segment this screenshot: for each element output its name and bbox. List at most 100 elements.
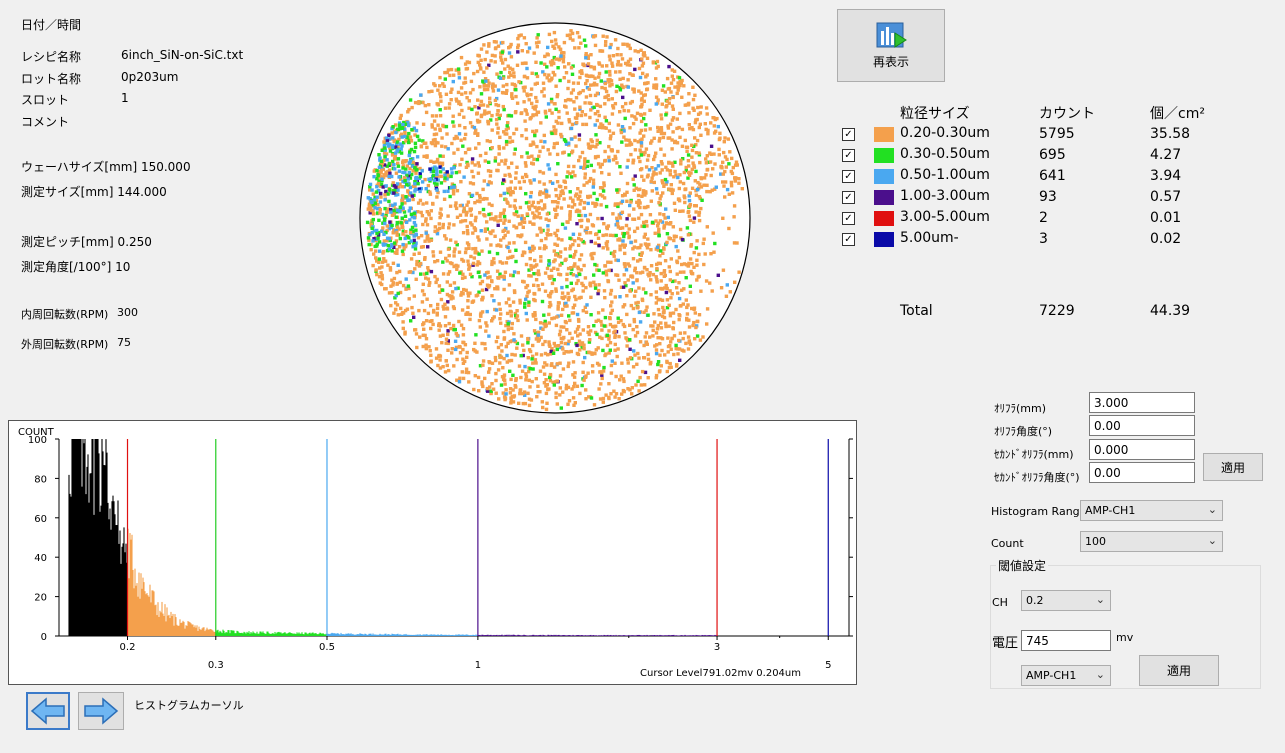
defect-dot xyxy=(457,123,462,128)
defect-dot xyxy=(630,99,634,104)
defect-dot xyxy=(604,204,609,209)
defect-dot xyxy=(579,69,584,73)
defect-dot xyxy=(733,163,738,167)
legend-density: 0.57 xyxy=(1150,189,1182,205)
voltage-input[interactable] xyxy=(1021,630,1111,651)
defect-dot xyxy=(486,84,491,88)
defect-dot xyxy=(712,124,716,128)
defect-dot xyxy=(428,192,433,196)
defect-dot xyxy=(521,391,525,396)
second-orifla-angle-input[interactable] xyxy=(1089,462,1195,483)
defect-dot xyxy=(437,353,441,358)
defect-dot xyxy=(375,244,379,248)
defect-dot xyxy=(564,105,568,109)
defect-dot xyxy=(549,63,554,67)
count-select[interactable]: 100 ⌄ xyxy=(1080,531,1223,552)
defect-dot xyxy=(486,182,490,187)
histogram-cursor-label: ヒストグラムカーソル xyxy=(134,699,244,712)
x-tick-label: 0.5 xyxy=(319,642,335,653)
defect-dot xyxy=(452,364,456,368)
defect-dot xyxy=(457,319,461,324)
threshold-apply-button[interactable]: 適用 xyxy=(1139,655,1219,686)
defect-dot xyxy=(445,259,449,263)
amp-select[interactable]: AMP-CH1 ⌄ xyxy=(1021,665,1111,686)
inner-rpm-label: 内周回転数(RPM) xyxy=(21,308,109,321)
defect-dot xyxy=(509,55,514,59)
legend-checkbox[interactable]: ✓ xyxy=(842,233,855,246)
defect-dot xyxy=(578,348,582,352)
defect-dot xyxy=(554,391,558,395)
defect-dot xyxy=(623,243,627,247)
defect-dot xyxy=(487,42,491,46)
defect-dot xyxy=(603,81,607,86)
defect-dot xyxy=(661,84,666,88)
defect-dot xyxy=(647,168,652,172)
orifla-apply-button[interactable]: 適用 xyxy=(1203,453,1263,481)
legend-checkbox[interactable]: ✓ xyxy=(842,170,855,183)
orifla-input[interactable] xyxy=(1089,392,1195,413)
defect-dot xyxy=(645,246,650,250)
legend-checkbox[interactable]: ✓ xyxy=(842,191,855,204)
redisplay-button[interactable]: 再表示 xyxy=(837,9,945,82)
histogram-panel[interactable]: COUNT 100 80 60 40 20 0 0.2 0.5 3 0.3 1 5 Cursor Leve… xyxy=(8,420,857,685)
wafer-map[interactable] xyxy=(353,20,757,416)
defect-dot xyxy=(620,199,625,203)
legend-checkbox[interactable]: ✓ xyxy=(842,149,855,162)
defect-dot xyxy=(498,214,502,218)
defect-dot xyxy=(613,335,617,339)
defect-dot xyxy=(470,157,475,161)
defect-dot xyxy=(641,287,646,291)
defect-dot xyxy=(432,308,436,313)
defect-dot xyxy=(636,203,641,208)
defect-dot xyxy=(578,194,582,198)
ch-select[interactable]: 0.2 ⌄ xyxy=(1021,590,1111,611)
defect-dot xyxy=(643,335,647,339)
defect-dot xyxy=(603,102,607,106)
second-orifla-input[interactable] xyxy=(1089,439,1195,460)
defect-dot xyxy=(485,386,490,391)
defect-dot xyxy=(392,245,396,249)
defect-dot xyxy=(699,133,703,137)
defect-dot xyxy=(584,95,589,99)
defect-dot xyxy=(665,286,669,291)
defect-dot xyxy=(481,359,486,363)
legend-checkbox[interactable]: ✓ xyxy=(842,212,855,225)
defect-dot xyxy=(589,295,593,299)
defect-dot xyxy=(592,280,596,284)
defect-dot xyxy=(498,361,502,365)
defect-dot xyxy=(675,117,679,121)
defect-dot xyxy=(677,317,681,322)
defect-dot xyxy=(638,148,642,152)
defect-dot xyxy=(638,159,642,164)
defect-dot xyxy=(497,116,501,121)
defect-dot xyxy=(546,293,551,298)
orifla-angle-input[interactable] xyxy=(1089,415,1195,436)
defect-dot xyxy=(623,116,627,121)
defect-dot xyxy=(690,167,694,171)
defect-dot xyxy=(607,159,611,163)
defect-dot xyxy=(670,68,674,72)
defect-dot xyxy=(404,287,408,291)
defect-dot xyxy=(645,342,649,346)
defect-dot xyxy=(466,263,471,267)
legend-checkbox[interactable]: ✓ xyxy=(842,128,855,141)
defect-dot xyxy=(686,159,691,163)
defect-dot xyxy=(692,306,697,310)
histogram-range-select[interactable]: AMP-CH1 ⌄ xyxy=(1080,500,1223,521)
cursor-right-button[interactable] xyxy=(78,692,124,730)
defect-dot xyxy=(594,319,598,323)
defect-dot xyxy=(671,225,675,229)
defect-dot xyxy=(609,392,613,396)
cursor-left-button[interactable] xyxy=(26,692,70,730)
defect-dot xyxy=(494,40,498,44)
defect-dot xyxy=(449,297,453,301)
defect-dot xyxy=(628,323,632,327)
defect-dot xyxy=(385,236,390,240)
defect-dot xyxy=(566,86,570,91)
defect-dot xyxy=(437,322,441,326)
defect-dot xyxy=(639,144,644,148)
defect-dot xyxy=(625,344,629,348)
defect-dot xyxy=(378,211,382,215)
redisplay-icon xyxy=(876,22,907,48)
defect-dot xyxy=(417,187,422,191)
